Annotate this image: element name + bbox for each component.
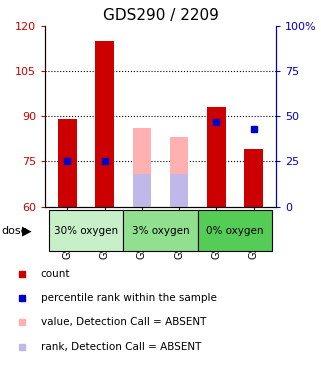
Bar <box>133 173 151 207</box>
Text: 30% oxygen: 30% oxygen <box>54 225 118 236</box>
Title: GDS290 / 2209: GDS290 / 2209 <box>103 8 218 23</box>
Text: 3% oxygen: 3% oxygen <box>132 225 189 236</box>
Bar <box>58 119 77 207</box>
Bar <box>170 173 188 207</box>
Text: count: count <box>41 269 70 279</box>
Text: 0% oxygen: 0% oxygen <box>206 225 264 236</box>
Text: dose: dose <box>2 225 28 236</box>
FancyBboxPatch shape <box>123 210 198 251</box>
FancyBboxPatch shape <box>49 210 123 251</box>
Bar <box>207 107 226 207</box>
Bar <box>244 149 263 207</box>
Text: rank, Detection Call = ABSENT: rank, Detection Call = ABSENT <box>41 342 201 352</box>
FancyBboxPatch shape <box>198 210 272 251</box>
Bar <box>133 128 151 207</box>
Text: percentile rank within the sample: percentile rank within the sample <box>41 292 217 303</box>
Bar <box>170 137 188 207</box>
Bar <box>95 41 114 207</box>
Text: ▶: ▶ <box>22 224 31 237</box>
Text: value, Detection Call = ABSENT: value, Detection Call = ABSENT <box>41 317 206 328</box>
